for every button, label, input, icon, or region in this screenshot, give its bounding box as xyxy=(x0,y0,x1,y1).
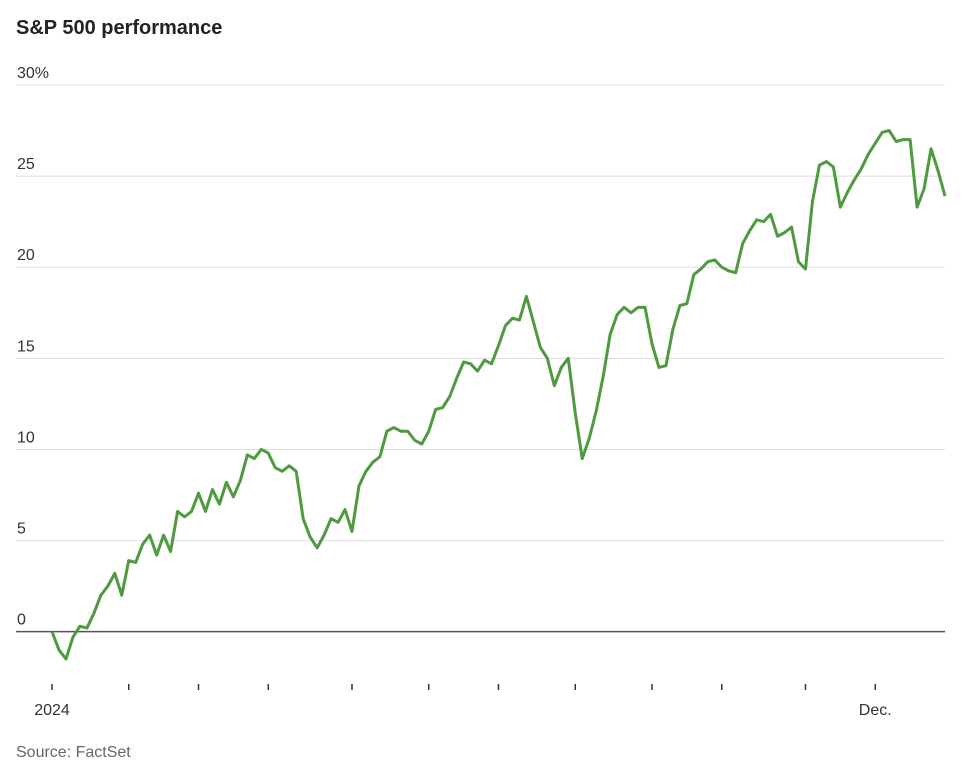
chart-title: S&P 500 performance xyxy=(16,17,222,39)
source-note: Source: FactSet xyxy=(16,744,131,761)
y-tick-label: 10 xyxy=(17,429,35,446)
y-tick-label: 0 xyxy=(17,612,26,629)
data-line xyxy=(50,129,947,661)
y-tick-label: 5 xyxy=(17,521,26,538)
y-tick-label: 15 xyxy=(17,338,35,355)
y-tick-label: 20 xyxy=(17,247,35,264)
x-tick-label: 2024 xyxy=(34,702,70,719)
x-tick-label: Dec. xyxy=(859,702,892,719)
y-tick-label: 25 xyxy=(17,156,35,173)
y-tick-label: 30% xyxy=(17,65,49,82)
